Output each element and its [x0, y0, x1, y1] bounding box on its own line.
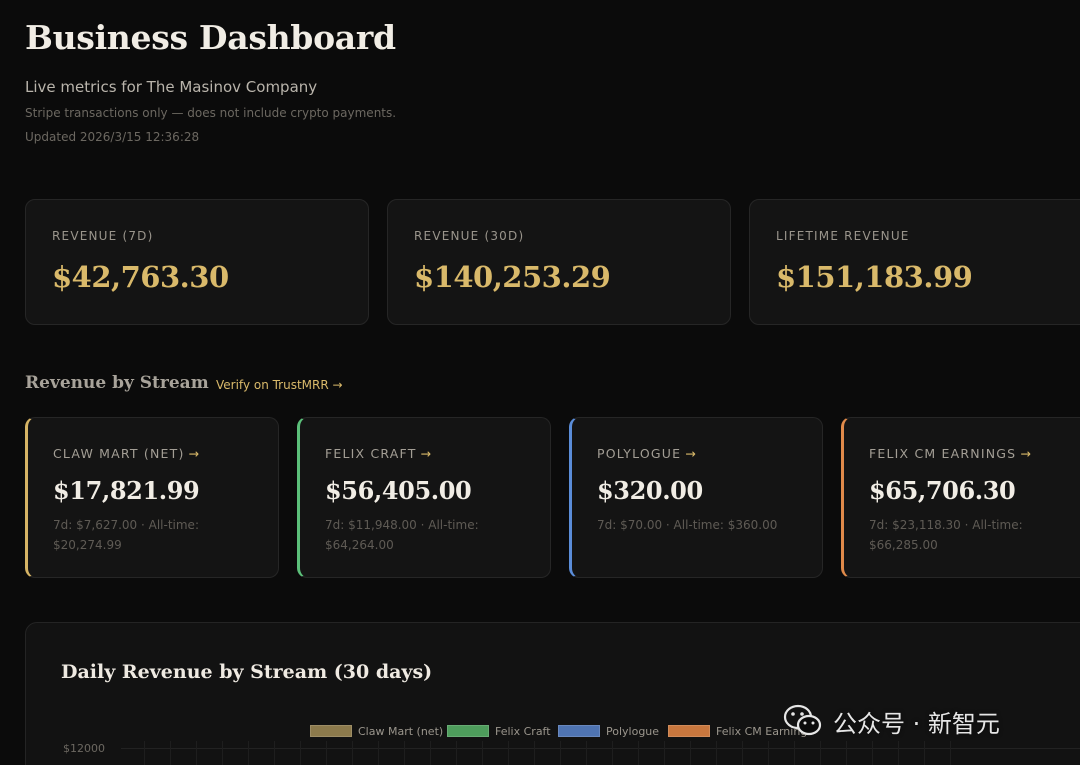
vertical-gridline: [950, 741, 951, 765]
vertical-gridline: [534, 741, 535, 765]
stream-meta: 7d: $7,627.00 · All-time: $20,274.99: [53, 518, 199, 552]
stream-value: $56,405.00: [325, 476, 472, 505]
kpi-value: $140,253.29: [414, 260, 611, 294]
vertical-gridline: [430, 741, 431, 765]
vertical-gridline: [560, 741, 561, 765]
legend-swatch: [310, 725, 352, 737]
legend-swatch: [668, 725, 710, 737]
kpi-label: REVENUE (30D): [414, 229, 525, 243]
watermark: 公众号 · 新智元: [783, 703, 1000, 739]
stream-link[interactable]: CLAW MART (NET) →: [53, 446, 199, 461]
vertical-gridline: [898, 741, 899, 765]
stream-value: $65,706.30: [869, 476, 1016, 505]
stream-label: FELIX CM EARNINGS: [869, 446, 1017, 461]
vertical-gridline: [378, 741, 379, 765]
vertical-gridline: [820, 741, 821, 765]
legend-label: Felix CM Earnings: [716, 725, 814, 738]
legend-item-polylogue[interactable]: Polylogue: [558, 725, 659, 741]
vertical-gridline: [508, 741, 509, 765]
stream-label: POLYLOGUE: [597, 446, 682, 461]
watermark-text: 公众号 · 新智元: [833, 709, 1000, 738]
vertical-gridline: [586, 741, 587, 765]
section-title-revenue-by-stream: Revenue by Stream: [25, 373, 209, 393]
page-subtitle: Live metrics for The Masinov Company: [25, 78, 318, 96]
stream-label: FELIX CRAFT: [325, 446, 417, 461]
vertical-gridline: [144, 741, 145, 765]
data-source-note: Stripe transactions only — does not incl…: [25, 106, 397, 120]
vertical-gridline: [248, 741, 249, 765]
vertical-gridline: [300, 741, 301, 765]
vertical-gridline: [196, 741, 197, 765]
vertical-gridline: [274, 741, 275, 765]
stream-card-polylogue[interactable]: POLYLOGUE → $320.00 7d: $70.00 · All-time…: [569, 417, 823, 578]
stream-meta: 7d: $11,948.00 · All-time: $64,264.00: [325, 518, 479, 552]
y-axis-tick: $12000: [63, 742, 105, 755]
kpi-label: REVENUE (7D): [52, 229, 154, 243]
vertical-gridline: [664, 741, 665, 765]
kpi-value: $151,183.99: [776, 260, 973, 294]
chart-title: Daily Revenue by Stream (30 days): [61, 661, 433, 683]
kpi-card-revenue-30d: REVENUE (30D) $140,253.29: [387, 199, 731, 325]
legend-swatch: [447, 725, 489, 737]
stream-value: $320.00: [597, 476, 703, 505]
vertical-gridline: [794, 741, 795, 765]
kpi-card-lifetime-revenue: LIFETIME REVENUE $151,183.99: [749, 199, 1080, 325]
vertical-gridline: [482, 741, 483, 765]
wechat-icon: [783, 704, 822, 736]
kpi-card-revenue-7d: REVENUE (7D) $42,763.30: [25, 199, 369, 325]
vertical-gridline: [326, 741, 327, 765]
gridline: [121, 748, 1080, 749]
verify-trustmrr-link[interactable]: Verify on TrustMRR →: [216, 378, 343, 392]
vertical-gridline: [352, 741, 353, 765]
legend-item-felix-craft[interactable]: Felix Craft: [447, 725, 551, 741]
stream-card-felix-cm-earnings[interactable]: FELIX CM EARNINGS → $65,706.30 7d: $23,11…: [841, 417, 1080, 578]
arrow-right-icon: →: [188, 446, 200, 461]
stream-card-claw-mart[interactable]: CLAW MART (NET) → $17,821.99 7d: $7,627.0…: [25, 417, 279, 578]
arrow-right-icon: →: [685, 446, 696, 461]
vertical-gridline: [716, 741, 717, 765]
stream-link[interactable]: FELIX CM EARNINGS →: [869, 446, 1031, 461]
vertical-gridline: [170, 741, 171, 765]
stream-link[interactable]: POLYLOGUE →: [597, 446, 696, 461]
stream-meta: 7d: $23,118.30 · All-time: $66,285.00: [869, 518, 1023, 552]
legend-label: Felix Craft: [495, 725, 551, 738]
vertical-gridline: [846, 741, 847, 765]
kpi-value: $42,763.30: [52, 260, 229, 294]
stream-label: CLAW MART (NET): [53, 446, 185, 461]
vertical-gridline: [924, 741, 925, 765]
stream-meta: 7d: $70.00 · All-time: $360.00: [597, 518, 778, 532]
daily-revenue-chart-card: Daily Revenue by Stream (30 days) Claw M…: [25, 622, 1080, 765]
updated-timestamp: Updated 2026/3/15 12:36:28: [25, 130, 200, 144]
vertical-gridline: [456, 741, 457, 765]
vertical-gridline: [404, 741, 405, 765]
vertical-gridline: [222, 741, 223, 765]
legend-swatch: [558, 725, 600, 737]
stream-value: $17,821.99: [53, 476, 200, 505]
page-title: Business Dashboard: [25, 18, 396, 57]
vertical-gridline: [690, 741, 691, 765]
legend-label: Polylogue: [606, 725, 660, 738]
stream-card-felix-craft[interactable]: FELIX CRAFT → $56,405.00 7d: $11,948.00 ·…: [297, 417, 551, 578]
vertical-gridline: [742, 741, 743, 765]
legend-item-felix-cm-earnings[interactable]: Felix CM Earnings: [668, 725, 813, 741]
kpi-label: LIFETIME REVENUE: [776, 229, 910, 243]
stream-link[interactable]: FELIX CRAFT →: [325, 446, 431, 461]
legend-label: Claw Mart (net): [358, 725, 444, 738]
arrow-right-icon: →: [1020, 446, 1031, 461]
vertical-gridline: [612, 741, 613, 765]
vertical-gridline: [638, 741, 639, 765]
arrow-right-icon: →: [420, 446, 432, 461]
vertical-gridline: [872, 741, 873, 765]
legend-item-claw-mart[interactable]: Claw Mart (net): [310, 725, 443, 741]
vertical-gridline: [768, 741, 769, 765]
